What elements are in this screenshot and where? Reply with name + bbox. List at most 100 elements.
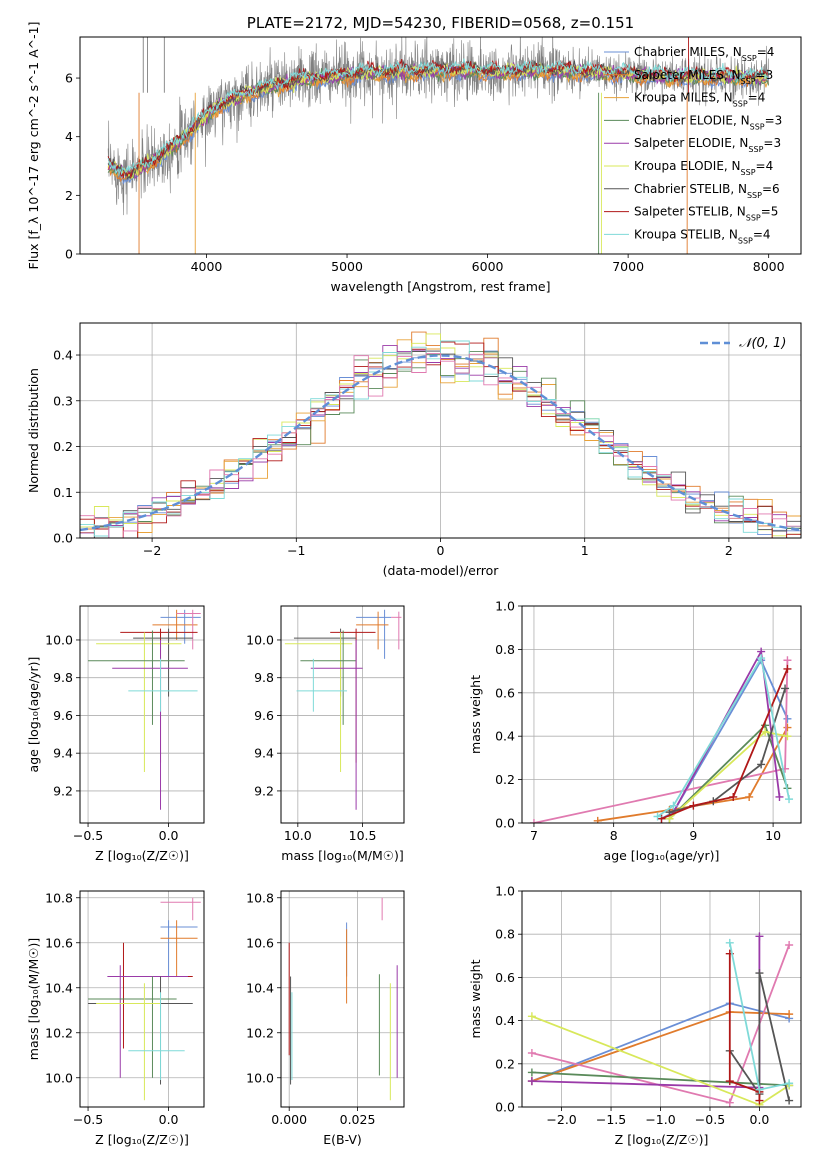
y-axis-label: mass weight (468, 675, 483, 754)
y-tick-label: 10.0 (246, 632, 274, 647)
legend-label-sub: SSP (733, 99, 748, 108)
axes-frame (280, 605, 405, 824)
x-tick-label: 0 (437, 543, 445, 558)
legend-label-salpeter_stelib: Salpeter STELIB, NSSP=5 (634, 205, 778, 223)
series-chabrier_elodie (531, 1071, 790, 1087)
y-tick-label: 9.4 (254, 746, 274, 761)
y-tick-label: 10.4 (45, 980, 73, 995)
y-tick-label: 0.0 (53, 531, 73, 546)
chart-title: PLATE=2172, MJD=54230, FIBERID=0568, z=0… (247, 14, 634, 32)
histogram-extra_pink (80, 352, 801, 538)
x-tick-label: 0.0 (159, 1112, 179, 1127)
legend-label-sub: SSP (746, 213, 761, 222)
legend-label-text: Kroupa MILES, N (634, 91, 733, 105)
legend-label-sub: SSP (747, 190, 762, 199)
point-salpeter_miles (783, 723, 792, 732)
x-axis-label: wavelength [Angstrom, rest frame] (330, 279, 550, 294)
x-axis-label: age [log₁₀(age/yr)] (604, 848, 720, 863)
plot-area (88, 609, 201, 810)
y-axis-label: age [log₁₀(age/yr)] (26, 657, 41, 773)
y-tick-label: 0.2 (495, 772, 515, 787)
x-tick-label: 9 (689, 828, 697, 843)
plot-area (284, 609, 402, 810)
legend-label-tail: =4 (748, 91, 766, 105)
chart-age_vs_mass: 10.0 10.5 9.2 9.4 9.6 9.8 10.0 mass [log₁₀(M/M☉… (246, 605, 405, 863)
x-tick-label: 8000 (753, 259, 785, 274)
legend-label-chabrier_elodie: Chabrier ELODIE, NSSP=3 (634, 113, 782, 130)
chart-residuals: −2 −1 0 1 2 0.0 0.1 0.2 0.3 0.4 (data-model)/error… (26, 322, 802, 578)
legend-label-normal: 𝒩(0, 1) (739, 336, 786, 351)
plot-area (527, 932, 794, 1107)
legend-label-text: Kroupa STELIB, N (634, 227, 738, 241)
y-tick-label: 0.6 (495, 685, 515, 700)
legend-label-tail: =4 (757, 45, 775, 59)
y-tick-label: 10.2 (246, 1025, 274, 1040)
plot-area (88, 897, 201, 1101)
x-tick-label: 10 (765, 828, 781, 843)
y-tick-label: 0.4 (495, 1013, 515, 1028)
legend-label-sub: SSP (748, 145, 763, 154)
x-tick-label: 6000 (472, 259, 504, 274)
y-tick-label: 10.0 (246, 1070, 274, 1085)
legend-label-tail: =3 (765, 113, 783, 127)
chart-spectrum: 4000 5000 6000 7000 8000 0 2 4 6 wavelength [Angs… (26, 14, 802, 294)
point-chabrier_stelib (781, 684, 790, 693)
y-tick-label: 10.0 (45, 632, 73, 647)
y-tick-label: 10.6 (246, 935, 274, 950)
point-salpeter_miles (745, 792, 754, 801)
legend-label-kroupa_elodie: Kroupa ELODIE, NSSP=4 (634, 159, 773, 177)
y-tick-label: 0 (65, 247, 73, 262)
y-tick-label: 10.8 (246, 890, 274, 905)
y-tick-label: 0.2 (53, 439, 73, 454)
point-extra_pink (725, 1098, 734, 1107)
x-tick-label: 4000 (191, 259, 223, 274)
y-axis-label: Normed distribution (26, 368, 41, 493)
chart-weight_vs_Z: −2.0 −1.5 −1.0 −0.5 0.0 0.0 0.2 0.4 0.6 0.8 1.0 Z [… (468, 884, 802, 1147)
x-tick-label: −2 (143, 543, 161, 558)
series-salpeter_miles (597, 727, 789, 822)
x-tick-label: −2.0 (546, 1112, 576, 1127)
axes-frame (521, 605, 802, 824)
series-salpeter_stelib (728, 953, 761, 1101)
point-salpeter_miles (593, 816, 602, 823)
legend-label-sub: SSP (750, 122, 765, 131)
y-tick-label: 9.4 (53, 746, 73, 761)
x-tick-label: 0.0 (159, 828, 179, 843)
y-tick-label: 0.0 (495, 1100, 515, 1115)
series-kroupa_stelib (656, 655, 790, 818)
x-tick-label: −1.5 (596, 1112, 626, 1127)
axes-frame (79, 605, 205, 824)
y-tick-label: 1.0 (495, 599, 515, 614)
chart-mass_vs_Z: −0.5 0.0 10.0 10.2 10.4 10.6 10.8 Z [log₁₀(Z/Z☉… (26, 890, 205, 1147)
point-kroupa_stelib (785, 1079, 794, 1088)
y-tick-label: 10.6 (45, 935, 73, 950)
y-tick-label: 9.6 (254, 708, 274, 723)
y-tick-label: 9.2 (254, 783, 274, 798)
axes-frame (79, 322, 802, 539)
series-salpeter_elodie (531, 936, 761, 1089)
point-chabrier_miles (783, 714, 792, 723)
observed-spectrum (107, 37, 769, 216)
y-axis-label: mass weight (468, 959, 483, 1038)
y-tick-label: 10.2 (45, 1025, 73, 1040)
point-salpeter_stelib (729, 792, 738, 801)
legend-label-text: Salpeter ELODIE, N (634, 136, 748, 150)
legend-label-tail: =6 (762, 182, 780, 196)
point-kroupa_stelib (785, 795, 794, 804)
series-salpeter_stelib (661, 668, 789, 820)
legend-label-text: Salpeter STELIB, N (634, 205, 746, 219)
x-tick-label: 7 (530, 828, 538, 843)
y-tick-label: 2 (65, 188, 73, 203)
x-tick-label: −0.5 (73, 828, 103, 843)
axes-frame (79, 890, 205, 1108)
x-tick-label: −0.5 (73, 1112, 103, 1127)
point-chabrier_elodie (527, 1068, 536, 1077)
chart-age_vs_Z: −0.5 0.0 9.2 9.4 9.6 9.8 10.0 Z [log₁₀(Z/Z☉)] ag… (26, 605, 205, 863)
y-tick-label: 0.2 (495, 1056, 515, 1071)
x-tick-label: 0.0 (750, 1112, 770, 1127)
legend-label-kroupa_stelib: Kroupa STELIB, NSSP=4 (634, 227, 771, 245)
point-salpeter_elodie (755, 932, 764, 941)
x-tick-label: 10.0 (284, 828, 312, 843)
x-axis-label: Z [log₁₀(Z/Z☉)] (95, 1132, 189, 1147)
